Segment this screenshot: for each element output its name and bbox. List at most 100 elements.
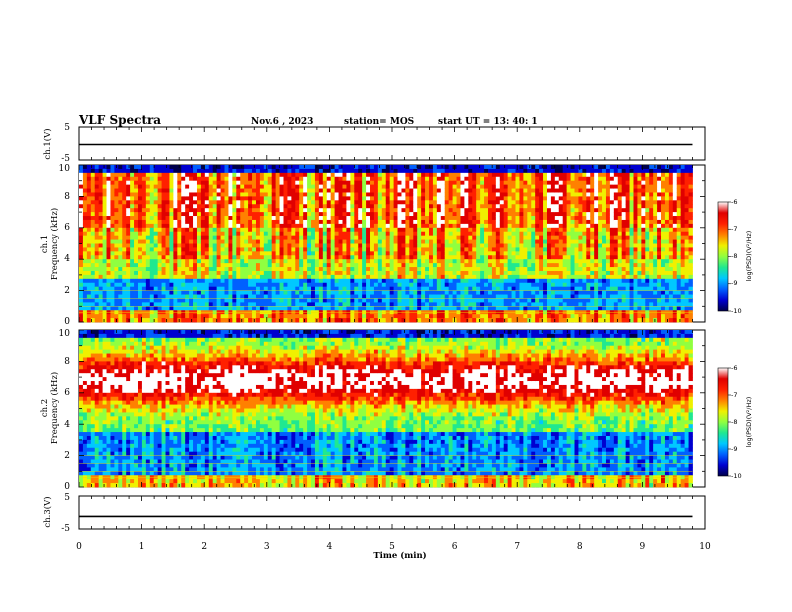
spectrogram-cell: [137, 204, 143, 209]
spectrogram-cell: [145, 286, 151, 292]
spectrogram-cell: [546, 278, 552, 284]
spectrogram-cell: [499, 239, 505, 244]
spectrogram-cell: [468, 259, 473, 264]
spectrogram-cell: [299, 219, 304, 225]
spectrogram-cell: [338, 263, 343, 268]
spectrogram-cell: [208, 188, 214, 193]
spectrogram-cell: [307, 263, 312, 268]
spectrogram-cell: [558, 278, 564, 284]
spectrogram-cell: [149, 286, 155, 292]
spectrogram-cell: [511, 255, 516, 260]
spectrogram-cell: [385, 227, 391, 233]
spectrogram-cell: [385, 176, 391, 182]
spectrogram-cell: [134, 204, 139, 209]
spectrogram-cell: [106, 176, 111, 182]
spectrogram-cell: [240, 294, 245, 299]
spectrogram-cell: [425, 172, 430, 178]
spectrogram-cell: [193, 192, 198, 197]
spectrogram-cell: [279, 267, 284, 272]
spectrogram-cell: [212, 255, 218, 260]
spectrogram-cell: [397, 318, 402, 323]
spectrogram-cell: [86, 204, 92, 209]
spectrogram-cell: [507, 290, 512, 295]
spectrogram-cell: [531, 180, 536, 186]
spectrogram-cell: [82, 306, 88, 311]
spectrogram-cell: [137, 231, 143, 237]
spectrogram-cell: [503, 302, 509, 307]
spectrogram-cell: [189, 204, 194, 209]
spectrogram-cell: [558, 282, 564, 288]
spectrogram-cell: [118, 243, 123, 248]
spectrogram-cell: [145, 282, 151, 288]
spectrogram-cell: [464, 302, 469, 307]
spectrogram-cell: [98, 298, 103, 303]
spectrogram-cell: [165, 227, 170, 233]
spectrogram-cell: [169, 231, 174, 237]
spectrogram-cell: [126, 216, 131, 221]
spectrogram-cell: [141, 286, 147, 292]
spectrogram-cell: [291, 243, 296, 248]
spectrogram-cell: [283, 239, 288, 244]
spectrogram-cell: [311, 247, 316, 252]
spectrogram-cell: [460, 168, 465, 174]
spectrogram-cell: [370, 235, 375, 240]
spectrogram-cell: [393, 270, 398, 276]
spectrogram-cell: [460, 298, 465, 303]
spectrogram-cell: [409, 223, 414, 229]
spectrogram-cell: [291, 216, 296, 221]
spectrogram-cell: [303, 278, 308, 284]
spectrogram-cell: [181, 196, 186, 201]
spectrogram-cell: [448, 219, 453, 225]
spectrogram-cell: [224, 267, 229, 272]
spectrogram-cell: [275, 270, 280, 276]
spectrogram-cell: [82, 196, 88, 201]
spectrogram-cell: [409, 227, 414, 233]
spectrogram-cell: [539, 235, 544, 240]
spectrogram-cell: [98, 278, 103, 284]
spectrogram-cell: [444, 165, 450, 170]
spectrogram-cell: [409, 259, 414, 264]
spectrogram-cell: [98, 204, 103, 209]
spectrogram-cell: [366, 239, 371, 244]
spectrogram-cell: [334, 306, 339, 311]
spectrogram-cell: [161, 318, 166, 323]
spectrogram-cell: [200, 278, 206, 284]
spectrogram-cell: [248, 227, 253, 233]
spectrogram-cell: [523, 168, 528, 174]
spectrogram-cell: [476, 192, 481, 197]
spectrogram-cell: [468, 180, 473, 186]
spectrogram-cell: [314, 204, 320, 209]
spectrogram-cell: [173, 294, 178, 299]
spectrogram-cell: [291, 298, 296, 303]
spectrogram-cell: [554, 212, 560, 217]
spectrogram-cell: [452, 251, 457, 256]
spectrogram-cell: [149, 200, 155, 205]
spectrogram-cell: [137, 270, 143, 276]
spectrogram-cell: [86, 247, 92, 252]
spectrogram-cell: [141, 251, 147, 256]
spectrogram-cell: [373, 239, 379, 244]
spectrogram-cell: [503, 294, 509, 299]
spectrogram-cell: [295, 235, 300, 240]
spectrogram-cell: [476, 259, 481, 264]
spectrogram-cell: [118, 200, 123, 205]
spectrogram-cell: [429, 274, 434, 280]
spectrogram-cell: [169, 168, 174, 174]
spectrogram-cell: [283, 318, 288, 323]
spectrogram-cell: [393, 227, 398, 233]
spectrogram-cell: [311, 267, 316, 272]
spectrogram-cell: [236, 200, 241, 205]
spectrogram-cell: [267, 231, 273, 237]
spectrogram-cell: [350, 196, 355, 201]
spectrogram-cell: [224, 204, 229, 209]
spectrogram-cell: [346, 188, 351, 193]
spectrogram-cell: [240, 165, 245, 170]
spectrogram-cell: [342, 306, 347, 311]
spectrogram-cell: [373, 231, 379, 237]
spectrogram-cell: [350, 278, 355, 284]
spectrogram-cell: [484, 239, 489, 244]
spectrogram-cell: [157, 184, 162, 189]
spectrogram-cell: [212, 239, 218, 244]
spectrogram-cell: [267, 282, 273, 288]
spectrogram-cell: [259, 259, 265, 264]
